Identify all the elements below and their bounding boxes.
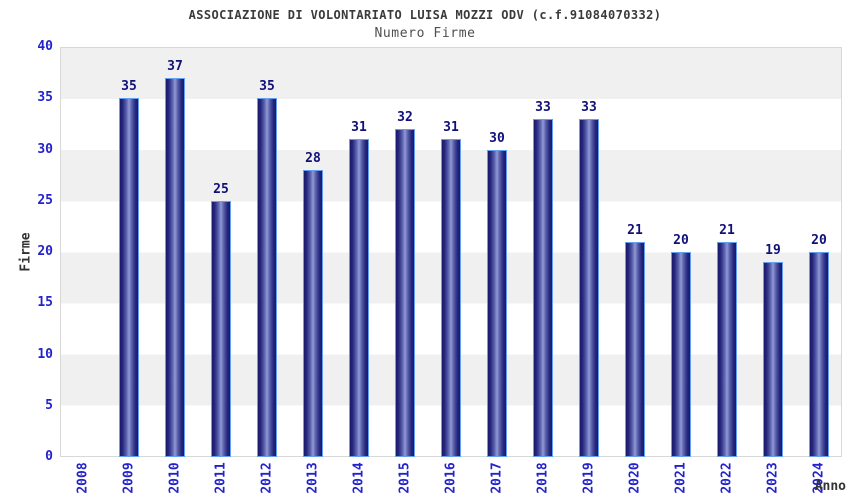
bar-value-label: 32 [397,110,413,125]
x-tick-label: 2012 [259,462,275,494]
chart-title: ASSOCIAZIONE DI VOLONTARIATO LUISA MOZZI… [188,8,662,22]
x-axis-title: Anno [814,479,846,494]
x-tick-label: 2020 [627,462,643,494]
bar [165,77,185,457]
y-tick-label: 15 [37,295,53,311]
bar [487,149,507,457]
bar-value-label: 33 [535,99,551,115]
bar [349,139,369,457]
bar-value-label: 33 [581,99,597,115]
x-tick-label: 2011 [213,462,229,494]
x-tick-label: 2022 [719,462,735,494]
bar-value-label: 21 [719,222,735,238]
bar [671,252,691,457]
bar [579,118,599,457]
x-tick-label: 2019 [581,462,597,494]
bar-value-label: 20 [811,233,827,248]
y-axis-title: Firme [18,232,34,272]
bar-value-label: 21 [627,222,643,238]
x-tick-label: 2021 [673,462,689,494]
y-tick-label: 35 [37,90,53,106]
y-tick-label: 20 [37,244,53,259]
bar [257,98,277,457]
y-tick-label: 0 [45,449,53,464]
x-tick-label: 2016 [443,462,459,494]
bar-value-label: 35 [121,79,137,95]
x-tick-label: 2009 [121,462,137,494]
y-tick-label: 40 [37,39,53,54]
x-tick-label: 2015 [397,462,413,494]
bar-value-label: 28 [305,151,321,166]
bar-value-label: 20 [673,233,689,248]
bar-value-label: 31 [443,120,459,136]
x-tick-label: 2023 [765,462,781,494]
bar-value-label: 31 [351,120,367,136]
bar [211,200,231,457]
x-tick-label: 2010 [167,462,183,494]
bar-value-label: 30 [489,130,505,146]
x-tick-label: 2008 [75,462,91,494]
bar-value-label: 35 [259,79,275,95]
y-tick-label: 10 [37,346,53,362]
x-tick-label: 2018 [535,462,551,494]
x-tick-label: 2017 [489,462,505,494]
y-tick-label: 30 [37,141,53,157]
bar [809,252,829,457]
bar-value-label: 19 [765,243,781,259]
x-tick-label: 2014 [351,462,367,494]
bar [625,241,645,457]
bar [533,118,553,457]
bar [441,139,461,457]
x-tick-label: 2013 [305,462,321,494]
bar [717,241,737,457]
bar [303,170,323,457]
bar-value-label: 37 [167,58,183,74]
y-tick-label: 25 [37,192,53,208]
bar [119,98,139,457]
bar [395,129,415,457]
bar-value-label: 25 [213,181,229,197]
y-tick-label: 5 [45,397,53,413]
chart-subtitle: Numero Firme [374,26,476,41]
bar [763,262,783,457]
